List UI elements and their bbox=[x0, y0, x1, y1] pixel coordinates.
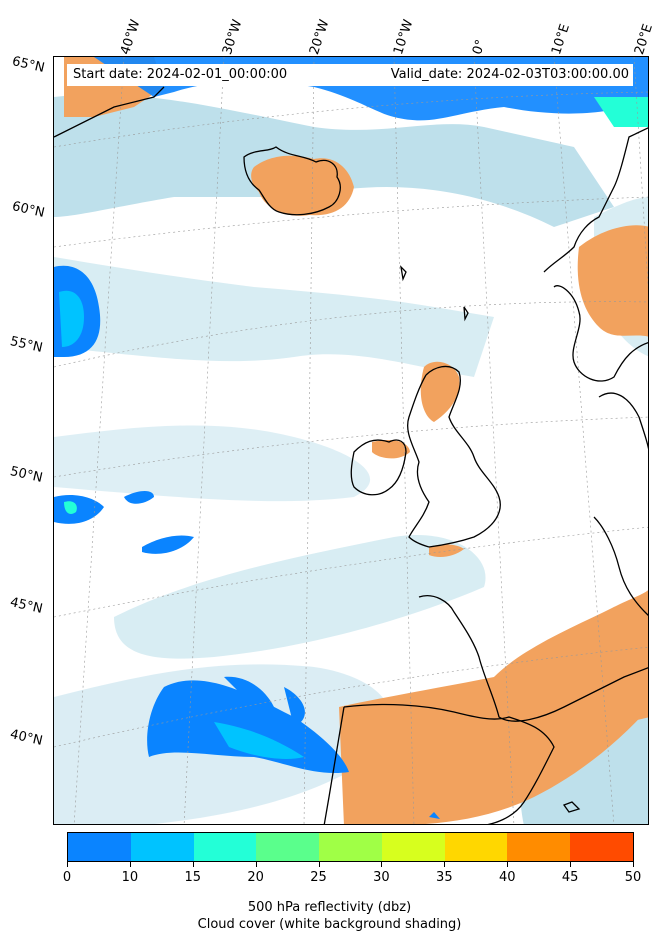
colorbar-segment bbox=[319, 833, 382, 861]
map-canvas bbox=[54, 57, 648, 824]
colorbar-tick bbox=[570, 862, 572, 867]
lat-label-45n: 45°N bbox=[8, 595, 44, 617]
colorbar-tick bbox=[633, 862, 634, 867]
colorbar-tick bbox=[255, 862, 257, 867]
lon-label-0: 0° bbox=[470, 37, 489, 57]
lat-label-50n: 50°N bbox=[8, 464, 44, 486]
colorbar-segment bbox=[130, 833, 194, 861]
colorbar-tick bbox=[67, 862, 68, 867]
lat-label-60n: 60°N bbox=[10, 199, 46, 221]
start-date-text: Start date: 2024-02-01_00:00:00 bbox=[73, 67, 288, 82]
colorbar-tick bbox=[381, 862, 383, 867]
colorbar-tick-label: 45 bbox=[561, 870, 579, 885]
colorbar-tick bbox=[507, 862, 509, 867]
colorbar-tick-label: 10 bbox=[121, 870, 139, 885]
lon-label-40w: 40°W bbox=[118, 17, 144, 57]
colorbar-segment bbox=[68, 833, 131, 861]
lon-label-10w: 10°W bbox=[391, 17, 417, 57]
lat-label-55n: 55°N bbox=[8, 334, 44, 356]
lat-label-65n: 65°N bbox=[10, 54, 46, 76]
colorbar-tick-label: 50 bbox=[624, 870, 642, 885]
reflectivity-colorbar bbox=[67, 832, 634, 862]
lon-label-20w: 20°W bbox=[307, 17, 333, 57]
lon-label-30w: 30°W bbox=[220, 17, 246, 57]
colorbar-label: 500 hPa reflectivity (dbz) bbox=[247, 900, 412, 915]
colorbar-segment bbox=[193, 833, 257, 861]
colorbar-tick bbox=[192, 862, 194, 867]
colorbar-tick-label: 35 bbox=[436, 870, 453, 885]
colorbar-tick-label: 25 bbox=[310, 870, 327, 885]
colorbar-tick-label: 30 bbox=[373, 870, 390, 885]
colorbar-segment bbox=[256, 833, 320, 861]
colorbar-segment bbox=[507, 833, 571, 861]
colorbar-tick-label: 40 bbox=[498, 870, 516, 885]
coastlines bbox=[54, 86, 648, 824]
colorbar-segment bbox=[570, 833, 634, 861]
lon-label-20e: 20°E bbox=[632, 22, 656, 57]
graticule bbox=[54, 57, 648, 824]
colorbar-sublabel: Cloud cover (white background shading) bbox=[197, 917, 462, 932]
colorbar-segment bbox=[381, 833, 445, 861]
map-panel bbox=[53, 56, 649, 825]
colorbar-segment bbox=[444, 833, 508, 861]
date-info-box: Start date: 2024-02-01_00:00:00 Valid_da… bbox=[67, 64, 633, 86]
colorbar-tick bbox=[129, 862, 131, 867]
valid-date-text: Valid_date: 2024-02-03T03:00:00.00 bbox=[390, 67, 629, 82]
lat-label-40n: 40°N bbox=[8, 727, 44, 749]
colorbar-tick bbox=[444, 862, 446, 867]
colorbar-tick-label: 20 bbox=[247, 870, 264, 885]
colorbar-tick bbox=[318, 862, 320, 867]
colorbar-tick-label: 0 bbox=[62, 870, 72, 885]
lon-label-10e: 10°E bbox=[549, 22, 573, 57]
colorbar-tick-label: 15 bbox=[184, 870, 202, 885]
